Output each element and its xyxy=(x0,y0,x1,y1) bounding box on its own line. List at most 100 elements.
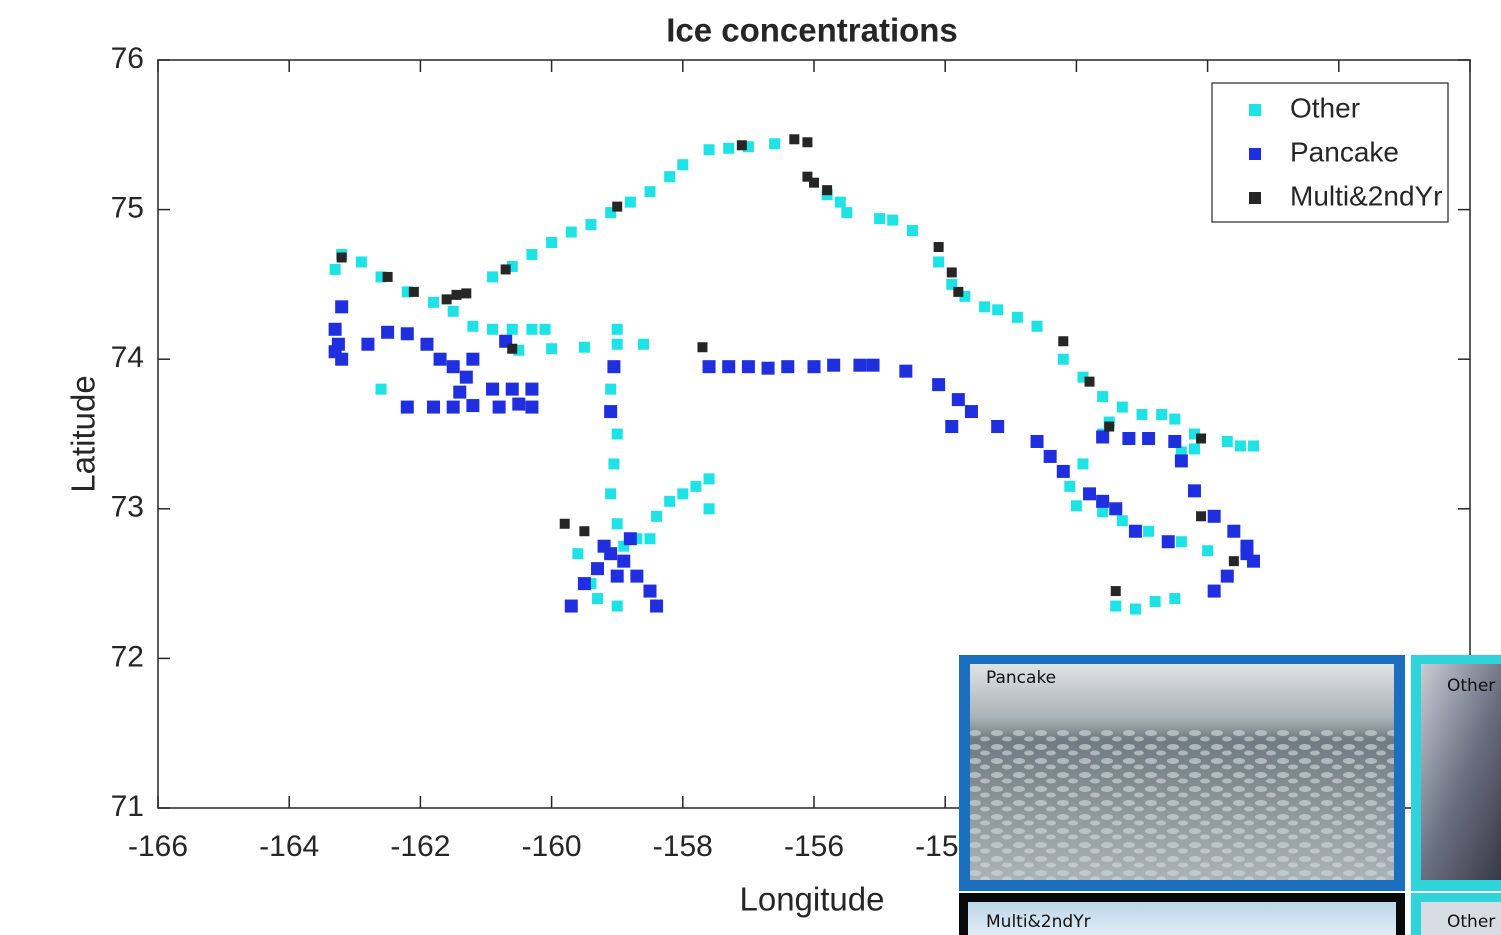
point xyxy=(1070,500,1082,512)
point xyxy=(375,271,387,283)
point xyxy=(1161,535,1175,549)
point xyxy=(992,304,1004,316)
point xyxy=(722,360,736,374)
point xyxy=(1122,431,1136,445)
point xyxy=(1110,586,1121,597)
point xyxy=(610,569,624,583)
point xyxy=(441,294,452,305)
point xyxy=(577,577,591,591)
point xyxy=(802,137,813,148)
x-tick-label: -166 xyxy=(128,830,188,863)
y-tick-label: 76 xyxy=(111,42,144,75)
point xyxy=(1196,433,1207,444)
point xyxy=(690,480,702,492)
point xyxy=(1142,431,1156,445)
point xyxy=(361,337,375,351)
point xyxy=(611,518,623,530)
point xyxy=(400,400,414,414)
y-tick-label: 72 xyxy=(111,640,144,673)
point xyxy=(461,288,472,299)
point xyxy=(945,420,959,434)
point xyxy=(1128,524,1142,538)
point xyxy=(486,382,500,396)
point xyxy=(611,600,623,612)
x-tick-label: -164 xyxy=(259,830,319,863)
point xyxy=(355,256,367,268)
legend-marker xyxy=(1249,192,1261,204)
point xyxy=(1188,443,1200,455)
point xyxy=(887,214,899,226)
point xyxy=(1096,494,1110,508)
point xyxy=(1116,515,1128,527)
point xyxy=(1202,545,1214,557)
point xyxy=(467,320,479,332)
point xyxy=(1096,430,1110,444)
point xyxy=(742,141,754,153)
point xyxy=(578,341,590,353)
point xyxy=(427,400,441,414)
point xyxy=(899,364,913,378)
point xyxy=(466,352,480,366)
point xyxy=(525,400,539,414)
point xyxy=(644,186,656,198)
point xyxy=(703,503,715,515)
y-tick-label: 73 xyxy=(111,491,144,524)
point xyxy=(853,358,867,372)
legend-label: Pancake xyxy=(1290,136,1399,167)
point xyxy=(1058,336,1069,347)
point xyxy=(1011,311,1023,323)
legend-marker xyxy=(1249,148,1261,160)
point xyxy=(702,360,716,374)
point xyxy=(827,358,841,372)
point xyxy=(420,337,434,351)
point xyxy=(1234,440,1246,452)
photo-label: Other xyxy=(1447,912,1495,932)
point xyxy=(932,378,946,392)
point xyxy=(1056,464,1070,478)
point xyxy=(564,599,578,613)
point xyxy=(781,360,795,374)
point xyxy=(1207,509,1221,523)
point xyxy=(1169,413,1181,425)
point xyxy=(453,385,467,399)
point xyxy=(802,171,813,182)
point xyxy=(559,518,570,529)
point xyxy=(1143,525,1155,537)
point xyxy=(459,370,473,384)
point xyxy=(336,252,347,263)
point xyxy=(703,473,715,485)
point xyxy=(1174,454,1188,468)
point xyxy=(611,323,623,335)
photo xyxy=(1421,664,1501,880)
point xyxy=(1064,480,1076,492)
point xyxy=(1097,391,1109,403)
point xyxy=(1156,409,1168,421)
legend-label: Multi&2ndYr xyxy=(1290,180,1443,211)
point xyxy=(841,207,853,219)
point xyxy=(741,360,755,374)
point xyxy=(492,400,506,414)
point xyxy=(1188,428,1200,440)
point xyxy=(605,488,617,500)
point xyxy=(991,420,1005,434)
point xyxy=(428,296,440,308)
point xyxy=(874,213,886,225)
point xyxy=(585,578,597,590)
point xyxy=(446,360,460,374)
point xyxy=(703,144,715,156)
point xyxy=(466,399,480,413)
point xyxy=(959,290,971,302)
point xyxy=(617,554,631,568)
point xyxy=(946,267,957,278)
point xyxy=(512,397,526,411)
point xyxy=(789,134,800,145)
point xyxy=(631,533,643,545)
point xyxy=(375,383,387,395)
point xyxy=(1248,440,1260,452)
point xyxy=(1030,434,1044,448)
point xyxy=(809,177,819,188)
point xyxy=(607,360,621,374)
point xyxy=(382,271,393,282)
point xyxy=(592,593,604,605)
